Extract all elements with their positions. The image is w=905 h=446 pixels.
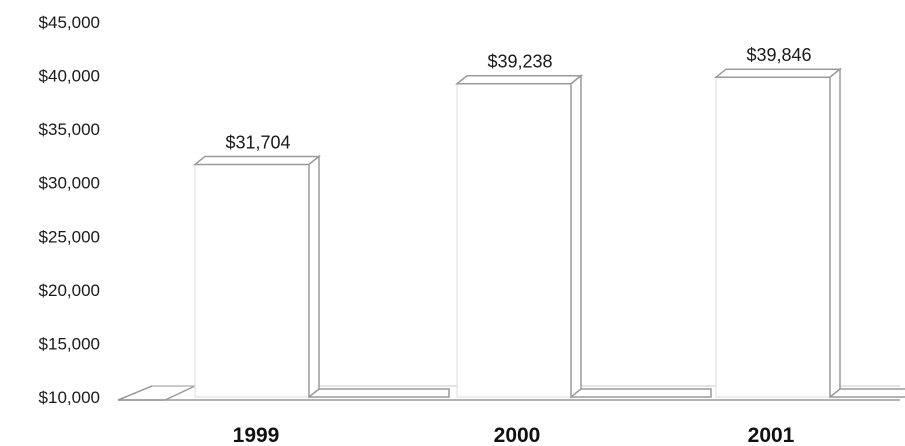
x-tick-label: 1999 [233,424,280,446]
floor-left-cap [117,385,196,401]
y-tick-label: $35,000 [39,120,100,139]
bar-front [715,76,831,398]
x-axis-tick-labels: 1999 2000 2001 [233,424,795,446]
bar-base-step [571,388,712,398]
y-tick-label: $20,000 [39,281,100,300]
data-label: $39,846 [746,45,811,65]
data-label: $31,704 [225,132,290,152]
y-tick-label: $30,000 [39,174,100,193]
bar-front [194,163,310,398]
bar-front [456,83,572,398]
bar-top [192,155,322,166]
x-tick-label: 2000 [494,424,541,446]
bar-top [713,68,843,78]
y-tick-label: $45,000 [39,13,100,32]
bars [192,67,905,399]
y-tick-label: $25,000 [39,227,100,246]
data-label: $39,238 [487,52,552,72]
data-labels: $31,704 $39,238 $39,846 [225,45,811,152]
bar-side [829,67,841,399]
y-tick-label: $15,000 [39,334,100,353]
x-tick-label: 2001 [748,424,795,446]
bar-base-step [309,388,450,398]
bar-side [570,74,582,399]
bar-base-step [830,388,905,398]
y-axis-tick-labels: $10,000 $15,000 $20,000 $25,000 $30,000 $35,0… [39,13,100,407]
bar-side [308,154,320,399]
y-tick-label: $40,000 [39,67,100,86]
y-tick-label: $10,000 [39,388,100,407]
bar-top [454,74,584,85]
